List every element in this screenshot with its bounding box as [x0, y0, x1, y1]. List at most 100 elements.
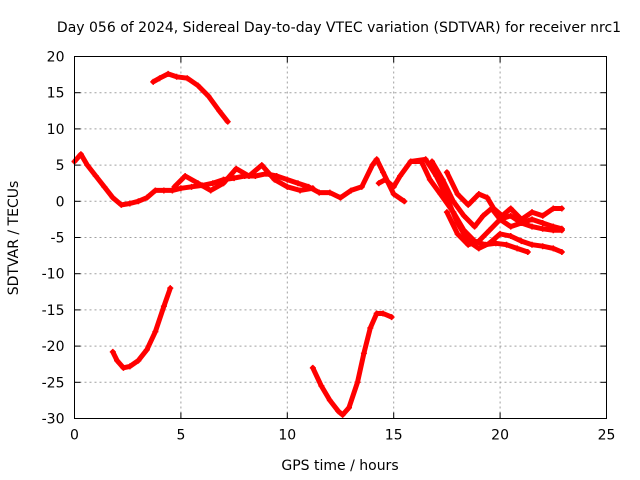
y-tick-label: 15 — [47, 86, 65, 102]
data-point — [209, 180, 216, 187]
data-point — [443, 209, 450, 216]
data-point — [443, 169, 450, 176]
data-point — [529, 209, 536, 216]
data-point — [258, 162, 265, 169]
data-point — [373, 156, 380, 163]
data-point — [465, 241, 472, 248]
data-point — [177, 185, 184, 192]
x-axis-label: GPS time / hours — [281, 458, 398, 474]
data-point — [245, 172, 252, 179]
data-point — [143, 194, 150, 201]
data-point — [539, 220, 546, 227]
data-point — [252, 172, 259, 179]
data-point — [475, 191, 482, 198]
series-arc-2 — [171, 162, 316, 194]
data-point — [346, 404, 353, 411]
data-point — [454, 220, 461, 227]
data-point — [354, 379, 361, 386]
y-tick-label: -25 — [42, 375, 65, 391]
data-point — [77, 151, 84, 158]
data-point — [429, 158, 436, 165]
series-arc-main — [71, 151, 408, 208]
data-point — [160, 303, 167, 310]
data-point — [369, 162, 376, 169]
data-point — [450, 198, 457, 205]
data-point — [497, 216, 504, 223]
data-series — [71, 70, 565, 418]
series-line — [310, 311, 395, 418]
data-point — [380, 310, 387, 317]
chart-title: Day 056 of 2024, Sidereal Day-to-day VTE… — [57, 20, 621, 36]
data-point — [439, 176, 446, 183]
series-line — [72, 151, 407, 208]
data-point — [309, 185, 316, 192]
data-point — [171, 183, 178, 190]
data-point — [550, 223, 557, 230]
data-point — [337, 194, 344, 201]
data-point — [233, 165, 240, 172]
data-point — [492, 240, 499, 247]
data-point — [550, 245, 557, 252]
y-tick-label: 0 — [56, 194, 65, 210]
data-point — [558, 248, 565, 255]
data-point — [118, 201, 125, 208]
data-point — [375, 180, 382, 187]
data-point — [539, 243, 546, 250]
data-point — [309, 364, 316, 371]
data-point — [360, 350, 367, 357]
data-point — [207, 187, 214, 194]
data-point — [390, 183, 397, 190]
data-point — [152, 187, 159, 194]
data-point — [194, 82, 201, 89]
y-tick-label: -5 — [51, 231, 65, 247]
data-point — [390, 191, 397, 198]
data-point — [92, 172, 99, 179]
data-point — [486, 227, 493, 234]
data-point — [382, 176, 389, 183]
data-point — [114, 357, 121, 364]
data-point — [507, 212, 514, 219]
data-point — [507, 233, 514, 240]
data-point — [156, 75, 163, 82]
data-point — [529, 216, 536, 223]
data-point — [205, 93, 212, 100]
data-point — [358, 183, 365, 190]
data-point — [480, 212, 487, 219]
data-point — [397, 172, 404, 179]
x-tick-label: 15 — [385, 428, 403, 444]
data-point — [454, 230, 461, 237]
series-arc-6 — [443, 169, 565, 223]
data-point — [284, 183, 291, 190]
data-point — [231, 175, 238, 182]
y-tick-label: -10 — [42, 267, 65, 283]
data-point — [475, 238, 482, 245]
data-point — [224, 118, 231, 125]
data-point — [135, 198, 142, 205]
data-point — [326, 397, 333, 404]
data-point — [558, 205, 565, 212]
grid — [74, 56, 607, 419]
data-point — [539, 225, 546, 232]
series-line — [110, 285, 173, 371]
x-tick-label: 5 — [176, 428, 185, 444]
data-point — [326, 189, 333, 196]
x-tick-label: 20 — [491, 428, 509, 444]
data-point — [194, 180, 201, 187]
series-arc-10 — [309, 310, 395, 418]
data-point — [507, 223, 514, 230]
data-point — [484, 194, 491, 201]
data-point — [126, 363, 133, 370]
data-point — [367, 325, 374, 331]
data-point — [271, 176, 278, 183]
data-point — [126, 200, 133, 207]
plot-frame — [74, 56, 607, 419]
data-point — [152, 328, 159, 335]
data-point — [339, 411, 346, 418]
data-point — [454, 191, 461, 198]
data-point — [284, 176, 291, 183]
y-tick-label: 10 — [47, 122, 65, 138]
data-point — [524, 248, 531, 255]
data-point — [216, 107, 223, 114]
data-point — [316, 189, 323, 196]
y-tick-label: -30 — [42, 412, 65, 428]
